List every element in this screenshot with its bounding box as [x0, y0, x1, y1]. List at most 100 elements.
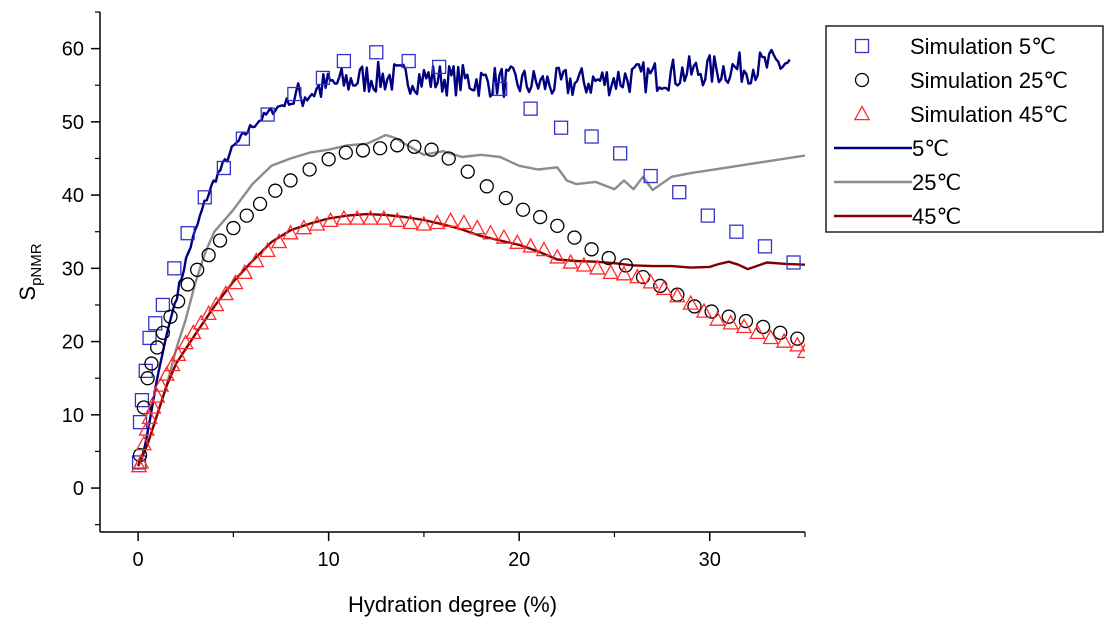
data-point [375, 209, 393, 225]
data-point [390, 138, 405, 153]
data-point [415, 215, 433, 231]
data-point [302, 162, 317, 177]
data-point [192, 314, 210, 330]
y-tick-label: 50 [62, 112, 84, 134]
data-point [321, 152, 336, 167]
data-point [602, 263, 619, 279]
data-point [709, 310, 726, 326]
data-point [562, 253, 579, 269]
data-point [150, 340, 165, 355]
data-point [553, 120, 569, 135]
data-point [138, 420, 155, 436]
data-point [190, 262, 205, 277]
data-point [336, 53, 352, 69]
data-point [141, 408, 158, 425]
data-point [786, 255, 801, 270]
data-point [372, 141, 388, 156]
data-point [177, 334, 194, 350]
data-point [295, 219, 313, 235]
data-point [669, 287, 686, 303]
y-tick-label: 40 [62, 185, 84, 207]
data-point [522, 237, 539, 253]
data-point [455, 214, 473, 230]
data-point [270, 233, 288, 249]
data-point [704, 304, 719, 319]
data-point [700, 208, 715, 223]
x-tick-label: 30 [699, 549, 721, 571]
data-point [158, 365, 175, 381]
data-point [722, 314, 739, 330]
data-point [584, 129, 599, 144]
data-point [169, 345, 187, 362]
data-point [167, 261, 182, 276]
data-point [738, 313, 754, 329]
series-line-25 [136, 133, 805, 467]
legend-label: Simulation 5℃ [910, 34, 1056, 59]
data-point [355, 143, 371, 158]
data-point [348, 209, 366, 225]
data-point [687, 299, 702, 314]
data-point [509, 233, 526, 249]
data-point [432, 59, 447, 75]
data-point [796, 343, 805, 359]
data-point [670, 287, 685, 302]
data-point [773, 325, 788, 340]
data-point [338, 145, 353, 160]
data-point [789, 336, 805, 352]
y-tick-label: 0 [73, 478, 84, 500]
data-point [495, 228, 513, 244]
data-point [236, 263, 254, 279]
legend-label: Simulation 25℃ [910, 68, 1068, 93]
data-point [136, 400, 151, 415]
data-point [155, 297, 171, 313]
legend: Simulation 5℃ Simulation 25℃ Simulation 45… [825, 25, 1104, 233]
data-point [515, 202, 531, 217]
data-point [643, 168, 658, 184]
data-point [287, 86, 302, 102]
y-tick-label: 30 [62, 258, 84, 280]
data-point [460, 164, 475, 179]
plot-area [130, 45, 805, 473]
x-tick-label: 20 [508, 549, 530, 571]
series-markers-triangle [130, 209, 805, 473]
legend-entry: 45℃ [834, 204, 961, 229]
data-point [170, 294, 186, 309]
y-axis-title-main: S [15, 286, 40, 301]
data-point [567, 230, 582, 245]
data-point [695, 302, 713, 318]
data-point [259, 241, 276, 258]
legend-entry: Simulation 5℃ [854, 34, 1056, 59]
data-point [388, 211, 406, 227]
data-point [201, 248, 216, 263]
data-point [138, 363, 153, 379]
data-point [441, 151, 456, 166]
series-line-45 [136, 212, 805, 467]
y-tick-label: 10 [62, 405, 84, 427]
data-point [613, 146, 628, 161]
data-point [642, 273, 659, 289]
data-point [775, 332, 793, 348]
data-point [479, 179, 494, 194]
legend-symbol [854, 72, 870, 88]
data-point [362, 209, 379, 225]
data-point [401, 53, 416, 69]
data-point [721, 309, 736, 324]
data-point [584, 242, 599, 257]
data-point [197, 190, 212, 205]
data-point [180, 277, 195, 292]
legend-box [825, 25, 1104, 233]
axes: 0 10 20 30 0 10 20 30 40 50 60 [62, 11, 806, 571]
data-point [575, 256, 593, 272]
data-point [369, 45, 384, 60]
data-point [200, 304, 217, 321]
data-point [282, 224, 299, 240]
data-point [235, 131, 251, 146]
legend-label: 25℃ [912, 170, 961, 195]
data-point [762, 329, 779, 345]
data-point [335, 209, 353, 225]
data-point [735, 318, 753, 334]
data-point [402, 214, 419, 230]
data-point [682, 294, 699, 310]
y-axis-title: SpNMR [15, 243, 45, 300]
data-point [180, 226, 195, 241]
